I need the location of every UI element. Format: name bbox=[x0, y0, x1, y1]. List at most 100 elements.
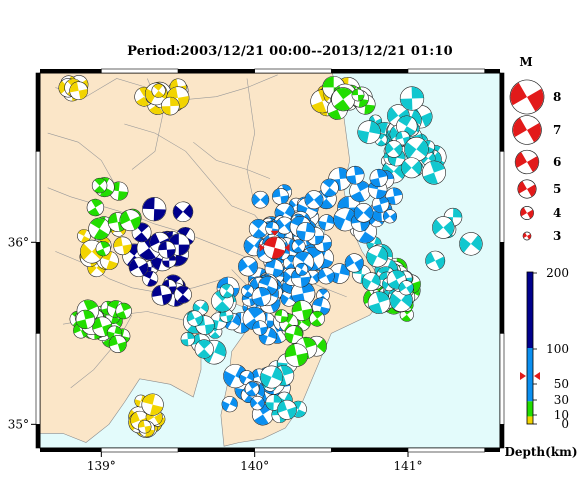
compressional-quadrant bbox=[244, 237, 265, 254]
lon-tick-label: 139° bbox=[87, 459, 116, 473]
focal-mechanism bbox=[422, 160, 446, 185]
compressional-quadrant bbox=[100, 251, 118, 270]
map-frame bbox=[35, 68, 505, 453]
lon-tick-label: 141° bbox=[394, 459, 423, 473]
depth-tick-label: 0 bbox=[561, 417, 569, 431]
focal-mechanism bbox=[161, 96, 180, 116]
compressional-quadrant bbox=[329, 264, 350, 283]
compressional-quadrant bbox=[161, 97, 180, 115]
compressional-quadrant bbox=[251, 219, 266, 238]
prefecture-border bbox=[193, 141, 271, 179]
compressional-quadrant bbox=[296, 222, 315, 241]
compressional-quadrant bbox=[259, 328, 277, 345]
focal-mechanism bbox=[357, 120, 381, 144]
compressional-quadrant bbox=[354, 206, 373, 220]
focal-mechanism bbox=[113, 236, 132, 256]
lat-tick-label: 36° bbox=[8, 235, 29, 249]
compressional-quadrant bbox=[193, 301, 209, 314]
frame-segment bbox=[101, 68, 179, 74]
compressional-quadrant bbox=[107, 326, 122, 340]
focal-mechanism bbox=[309, 310, 325, 327]
compressional-quadrant bbox=[266, 394, 282, 411]
legend-ball-quadrant bbox=[523, 232, 531, 240]
compressional-quadrant bbox=[358, 121, 381, 143]
prefecture-border bbox=[246, 78, 256, 206]
focal-mechanism bbox=[86, 198, 105, 217]
compressional-quadrant bbox=[245, 307, 264, 330]
frame-segment bbox=[178, 69, 255, 73]
focal-mechanism bbox=[173, 285, 192, 304]
depth-band bbox=[527, 401, 533, 417]
legend-ball-quadrant bbox=[518, 181, 536, 197]
compressional-quadrant bbox=[142, 394, 163, 416]
compressional-quadrant bbox=[138, 420, 151, 433]
compressional-quadrant bbox=[239, 371, 254, 384]
magnitude-legend-label: 4 bbox=[553, 206, 561, 220]
compressional-quadrant bbox=[259, 276, 277, 296]
focal-mechanism bbox=[345, 165, 365, 185]
depth-scale-title: Depth(km) bbox=[504, 445, 577, 459]
depth-band bbox=[527, 348, 533, 402]
focal-mechanism bbox=[219, 283, 235, 299]
frame-segment bbox=[254, 447, 332, 453]
frame-segment bbox=[35, 150, 41, 243]
compressional-quadrant bbox=[78, 229, 90, 243]
compressional-quadrant bbox=[277, 400, 297, 419]
focal-mechanism bbox=[291, 300, 313, 321]
compressional-quadrant bbox=[311, 311, 323, 326]
frame-segment bbox=[407, 447, 485, 453]
frame-segment bbox=[35, 333, 41, 425]
focal-mechanism bbox=[186, 310, 203, 327]
focal-mechanism bbox=[366, 245, 389, 268]
focal-mechanism bbox=[404, 136, 429, 162]
focal-mechanism bbox=[250, 395, 265, 411]
compressional-quadrant bbox=[346, 166, 364, 184]
focal-mechanism bbox=[75, 309, 96, 330]
magnitude-legend-ball bbox=[517, 179, 537, 199]
focal-mechanism bbox=[275, 216, 294, 235]
magnitude-legend-ball bbox=[509, 79, 545, 115]
compressional-quadrant bbox=[142, 197, 166, 221]
compressional-quadrant bbox=[113, 237, 132, 255]
focal-mechanism bbox=[401, 157, 423, 179]
focal-mechanism bbox=[284, 325, 303, 344]
prefecture-border bbox=[47, 132, 117, 188]
compressional-quadrant bbox=[291, 268, 310, 287]
frame-segment bbox=[499, 333, 505, 425]
focal-mechanism bbox=[244, 381, 260, 397]
focal-mechanism bbox=[432, 216, 455, 239]
compressional-quadrant bbox=[322, 179, 337, 197]
compressional-quadrant bbox=[432, 219, 454, 236]
depth-band bbox=[527, 272, 533, 348]
compressional-quadrant bbox=[220, 309, 233, 322]
focal-mechanism bbox=[248, 218, 269, 239]
compressional-quadrant bbox=[264, 237, 285, 259]
focal-mechanism bbox=[260, 365, 284, 389]
main-event-marker-left bbox=[259, 243, 265, 252]
frame-segment bbox=[35, 72, 41, 152]
compressional-quadrant bbox=[370, 169, 388, 187]
axis-ticks: 139° 140° 141° 35° 36° bbox=[8, 235, 423, 473]
focal-mechanism bbox=[425, 250, 446, 271]
compressional-quadrant bbox=[162, 279, 177, 294]
frame-segment bbox=[40, 69, 102, 73]
compressional-quadrant bbox=[318, 268, 335, 283]
frame-segment bbox=[331, 448, 408, 452]
compressional-quadrant bbox=[285, 326, 303, 343]
focal-mechanism bbox=[137, 419, 152, 434]
magnitude-legend-ball bbox=[522, 231, 532, 241]
focal-mechanism bbox=[351, 88, 365, 102]
compressional-quadrant bbox=[238, 258, 258, 274]
depth-marker-right bbox=[534, 372, 540, 380]
lat-tick-label: 35° bbox=[8, 417, 29, 431]
focal-mechanism bbox=[329, 263, 350, 284]
compressional-quadrant bbox=[176, 286, 190, 303]
magnitude-legend-label: 3 bbox=[553, 229, 561, 243]
frame-segment bbox=[101, 447, 179, 453]
main-event-mechanism bbox=[263, 236, 286, 260]
compressional-quadrant bbox=[222, 397, 238, 412]
earthquake-layer bbox=[58, 75, 483, 438]
focal-mechanism bbox=[398, 280, 414, 296]
compressional-quadrant bbox=[398, 116, 416, 137]
